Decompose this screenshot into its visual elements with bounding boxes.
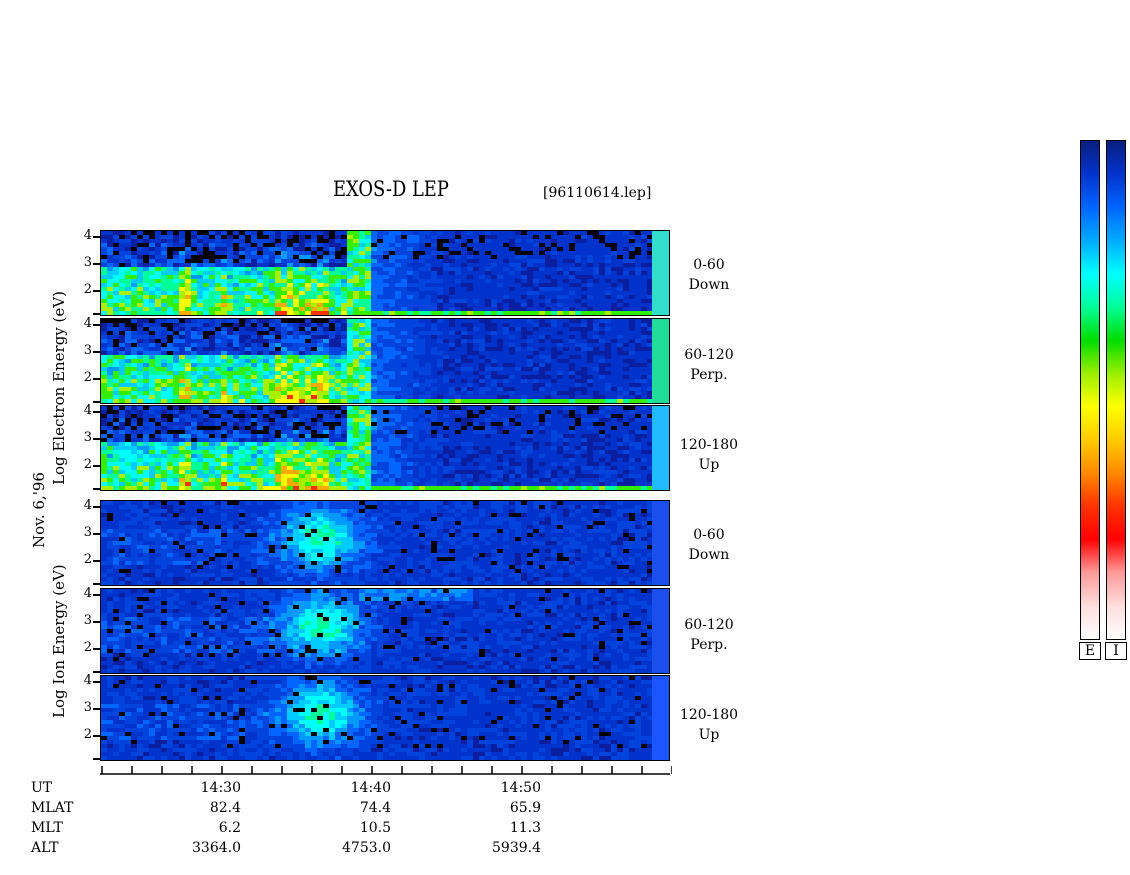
row-header-mlat: MLAT [31, 800, 74, 816]
y-tick-label: 3 [83, 343, 92, 358]
y-tick-label: 4 [83, 498, 92, 513]
panel-ion-up [100, 675, 670, 761]
tick-mlat-2: 74.4 [359, 800, 391, 816]
tick-alt-1: 3364.0 [192, 840, 241, 856]
tick-mlt-1: 6.2 [218, 820, 241, 836]
electron-colorbar-label: E [1079, 642, 1101, 660]
ion-axis-label: Log Ion Energy (eV) [50, 564, 68, 718]
y-tick-label: 2 [83, 552, 92, 567]
tick-mlat-3: 65.9 [509, 800, 541, 816]
tick-mlat-1: 82.4 [209, 800, 241, 816]
panel-electron-down [100, 230, 670, 316]
y-tick-label: 4 [83, 403, 92, 418]
panel-label-ion-up: 120-180 Up [679, 707, 739, 743]
y-tick-label: 3 [83, 430, 92, 445]
y-tick-label: 4 [83, 228, 92, 243]
panel-electron-up [100, 405, 670, 491]
electron-axis-label: Log Electron Energy (eV) [50, 291, 68, 485]
panel-label-ion-perp: 60-120 Perp. [684, 617, 734, 653]
y-tick-label: 2 [83, 370, 92, 385]
chart-title: EXOS-D LEP [333, 177, 449, 201]
ion-colorbar-label: I [1105, 642, 1127, 660]
tick-ut-3: 14:50 [500, 780, 541, 796]
file-name: [96110614.lep] [543, 185, 652, 201]
tick-mlt-3: 11.3 [509, 820, 541, 836]
y-tick-label: 4 [83, 316, 92, 331]
tick-ut-2: 14:40 [350, 780, 391, 796]
tick-ut-1: 14:30 [200, 780, 241, 796]
row-header-alt: ALT [31, 840, 59, 856]
y-tick-label: 2 [83, 282, 92, 297]
y-tick-label: 4 [83, 586, 92, 601]
tick-mlt-2: 10.5 [359, 820, 391, 836]
y-tick-label: 3 [83, 255, 92, 270]
tick-alt-2: 4753.0 [342, 840, 391, 856]
time-axis [100, 766, 672, 775]
y-tick-label: 3 [83, 700, 92, 715]
row-header-mlt: MLT [31, 820, 63, 836]
panel-ion-down [100, 500, 670, 586]
panel-label-electron-down: 0-60 Down [688, 257, 730, 293]
y-tick-label: 2 [83, 457, 92, 472]
panel-label-ion-down: 0-60 Down [688, 527, 730, 563]
tick-alt-3: 5939.4 [492, 840, 541, 856]
panel-label-electron-perp: 60-120 Perp. [684, 347, 734, 383]
y-tick-label: 2 [83, 727, 92, 742]
date-label: Nov. 6,'96 [30, 472, 48, 548]
y-tick-label: 2 [83, 640, 92, 655]
y-tick-label: 3 [83, 525, 92, 540]
y-tick-label: 4 [83, 673, 92, 688]
electron-colorbar [1080, 140, 1100, 640]
panel-ion-perp [100, 588, 670, 674]
panel-electron-perp [100, 318, 670, 404]
panel-label-electron-up: 120-180 Up [679, 437, 739, 473]
row-header-ut: UT [31, 780, 53, 796]
y-tick-label: 3 [83, 613, 92, 628]
ion-colorbar [1106, 140, 1126, 640]
